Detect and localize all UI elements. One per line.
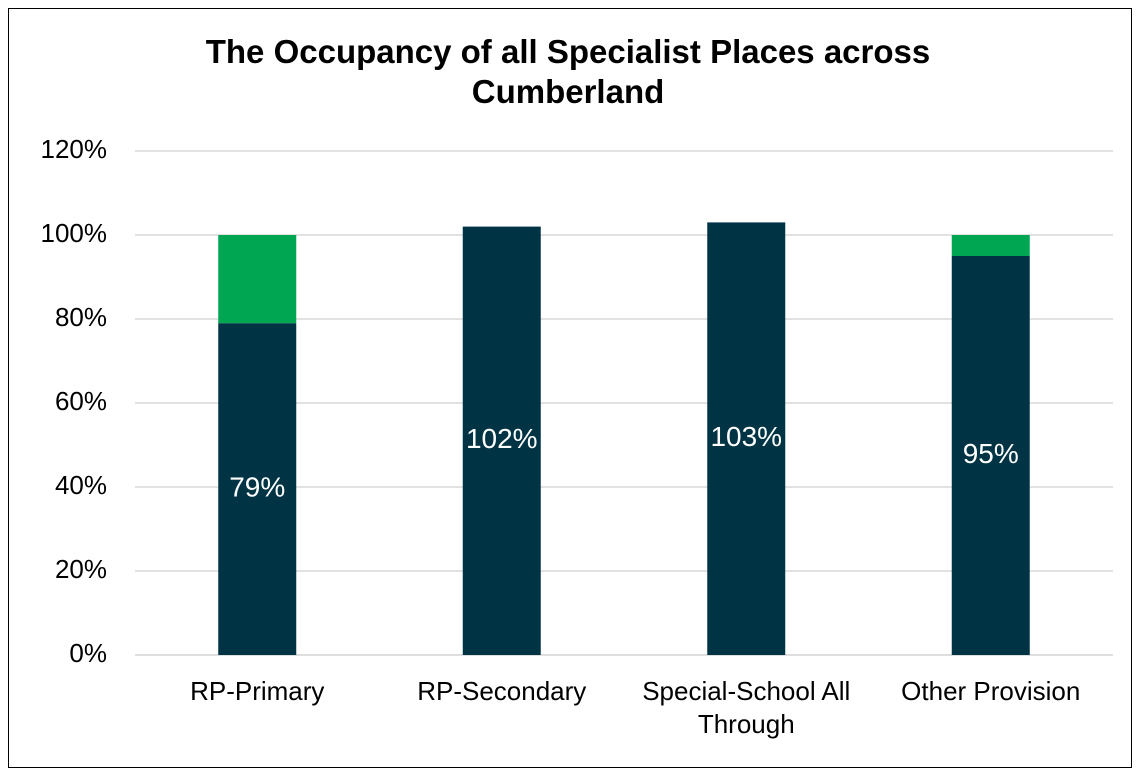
chart-title: The Occupancy of all Specialist Places a… <box>205 33 931 110</box>
data-label: 79% <box>229 471 285 502</box>
y-tick-label: 120% <box>41 134 108 164</box>
bar-segment <box>707 222 786 655</box>
data-label: 102% <box>466 423 538 454</box>
data-label: 103% <box>710 421 782 452</box>
y-tick-label: 40% <box>55 470 107 500</box>
x-tick-label: Special-School All Through <box>642 676 851 739</box>
bar-segment <box>951 235 1030 256</box>
bar-segment <box>218 235 297 324</box>
y-tick-label: 0% <box>69 638 107 668</box>
data-label: 95% <box>963 438 1019 469</box>
bar-segment <box>218 323 297 655</box>
x-tick-label: RP-Secondary <box>417 676 587 706</box>
bar-segment <box>951 256 1030 655</box>
x-tick-label: Other Provision <box>901 676 1081 706</box>
x-tick-label: RP-Primary <box>190 676 325 706</box>
y-tick-label: 20% <box>55 554 107 584</box>
bar-segment <box>462 226 541 655</box>
y-tick-label: 60% <box>55 386 107 416</box>
y-tick-label: 100% <box>41 218 108 248</box>
y-tick-label: 80% <box>55 302 107 332</box>
